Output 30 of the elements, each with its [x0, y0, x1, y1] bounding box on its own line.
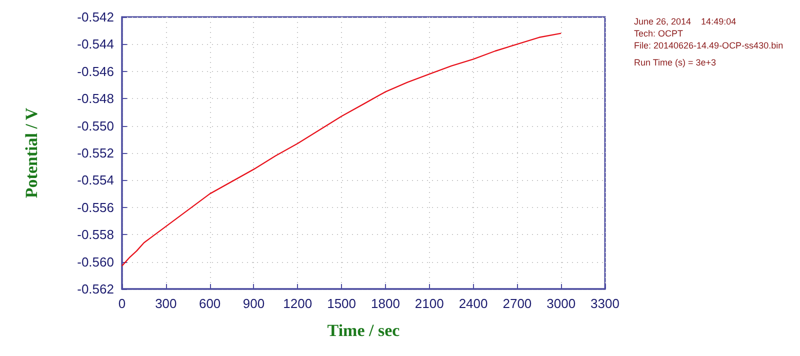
- y-tick-label: -0.546: [77, 64, 114, 79]
- x-tick-label: 0: [118, 296, 126, 311]
- y-tick-label: -0.552: [77, 146, 114, 160]
- x-tick-label: 2700: [502, 296, 532, 311]
- x-axis-title: Time / sec: [327, 321, 400, 340]
- x-tick-label: 300: [155, 296, 177, 311]
- y-tick-label: -0.544: [77, 36, 114, 52]
- x-tick-label: 1500: [327, 296, 356, 311]
- y-tick-label: -0.560: [77, 254, 114, 270]
- line-series: [121, 32, 562, 266]
- text: June 26, 2014 14:49:04: [634, 16, 736, 26]
- x-tick-label: 1200: [283, 296, 312, 311]
- x-tick-label: 3300: [590, 296, 620, 311]
- y-tick-label: -0.558: [77, 227, 114, 242]
- y-axis-title: Potential / V: [22, 107, 41, 198]
- x-tick-label: 2100: [414, 296, 444, 311]
- y-tick-label: -0.556: [77, 200, 114, 215]
- x-tick-label: 3000: [546, 296, 576, 311]
- y-tick-label: -0.542: [77, 10, 114, 24]
- x-tick-label: 900: [242, 296, 265, 311]
- y-tick-label: -0.548: [77, 91, 114, 106]
- y-tick-label: -0.550: [77, 118, 114, 134]
- x-tick-label: 600: [198, 296, 221, 311]
- text: Run Time (s) = 3e+3: [634, 58, 716, 68]
- text: Tech: OCPT: [634, 28, 684, 38]
- text: File: 20140626-14.49-OCP-ss430.bin: [634, 40, 784, 50]
- y-tick-label: -0.554: [77, 172, 114, 188]
- x-tick-label: 1800: [370, 296, 400, 311]
- y-tick-label: -0.562: [77, 282, 114, 296]
- x-tick-label: 2400: [458, 296, 488, 311]
